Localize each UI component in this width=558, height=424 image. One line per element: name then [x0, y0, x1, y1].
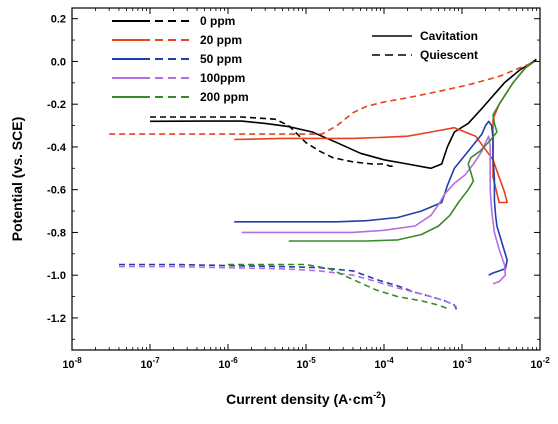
legend-concentration: 0 ppm 20 ppm 50 ppm 100ppm 200 ppm: [112, 14, 249, 104]
x-tick-label: 10-7: [140, 356, 160, 371]
series-line-quiescent: [119, 265, 458, 308]
x-axis-title: Current density (A·cm-2): [226, 390, 386, 407]
y-tick-label: -1.0: [47, 270, 66, 282]
legend-label: 100ppm: [200, 71, 245, 85]
series-line-cavitation: [149, 58, 537, 170]
y-tick-label: -1.2: [47, 313, 66, 325]
x-tick-exponent: -5: [309, 356, 317, 365]
x-tick-exponent: -2: [543, 356, 551, 365]
series-line-quiescent: [119, 263, 458, 310]
y-tick-label: 0.2: [51, 14, 66, 26]
x-tick-base: 10: [62, 359, 74, 371]
x-tick-exponent: -4: [387, 356, 395, 365]
x-tick-exponent: -3: [465, 356, 473, 365]
legend-label: 0 ppm: [200, 14, 235, 28]
x-tick-base: 10: [140, 359, 152, 371]
x-tick-exponent: -7: [153, 356, 161, 365]
series-line-quiescent: [109, 62, 531, 135]
legend-label: 200 ppm: [200, 90, 249, 104]
x-axis-title-sup: -2: [373, 390, 381, 400]
x-tick-label: 10-5: [296, 356, 316, 371]
legend-condition-label: Cavitation: [420, 29, 478, 43]
y-tick-label: -0.6: [47, 185, 66, 197]
x-tick-base: 10: [218, 359, 230, 371]
x-tick-exponent: -6: [231, 356, 239, 365]
series-line-cavitation: [241, 135, 507, 285]
x-tick-base: 10: [296, 359, 308, 371]
chart-marks: [109, 58, 537, 311]
y-tick-label: 0.0: [51, 56, 66, 68]
x-tick-label: 10-3: [452, 356, 472, 371]
x-tick-label: 10-6: [218, 356, 238, 371]
legend-condition: Cavitation Quiescent: [372, 29, 478, 62]
series-line-quiescent: [228, 263, 451, 311]
series-line-quiescent: [150, 116, 396, 167]
x-tick-label: 10-4: [374, 356, 394, 371]
x-tick-label: 10-2: [530, 356, 550, 371]
x-tick-base: 10: [452, 359, 464, 371]
x-axis: 10-8 10-7 10-6 10-5 10-4 10-3 10-2: [62, 8, 550, 371]
legend-condition-label: Quiescent: [420, 48, 478, 62]
x-tick-exponent: -8: [75, 356, 83, 365]
series-line-cavitation: [234, 120, 508, 276]
series-line-cavitation: [288, 60, 535, 242]
y-tick-label: -0.4: [47, 142, 67, 154]
y-tick-label: -0.8: [47, 227, 66, 239]
x-axis-title-close: ): [381, 391, 386, 407]
legend-label: 50 ppm: [200, 52, 242, 66]
legend-label: 20 ppm: [200, 33, 242, 47]
x-axis-title-main: Current density (A·cm: [226, 391, 373, 407]
x-tick-base: 10: [530, 359, 542, 371]
y-tick-label: -0.2: [47, 99, 66, 111]
x-tick-label: 10-8: [62, 356, 82, 371]
x-tick-base: 10: [374, 359, 386, 371]
y-axis-title: Potential (vs. SCE): [9, 117, 25, 241]
y-axis: 0.2 0.0 -0.2 -0.4 -0.6 -0.8 -1.0 -1.2: [47, 14, 540, 340]
